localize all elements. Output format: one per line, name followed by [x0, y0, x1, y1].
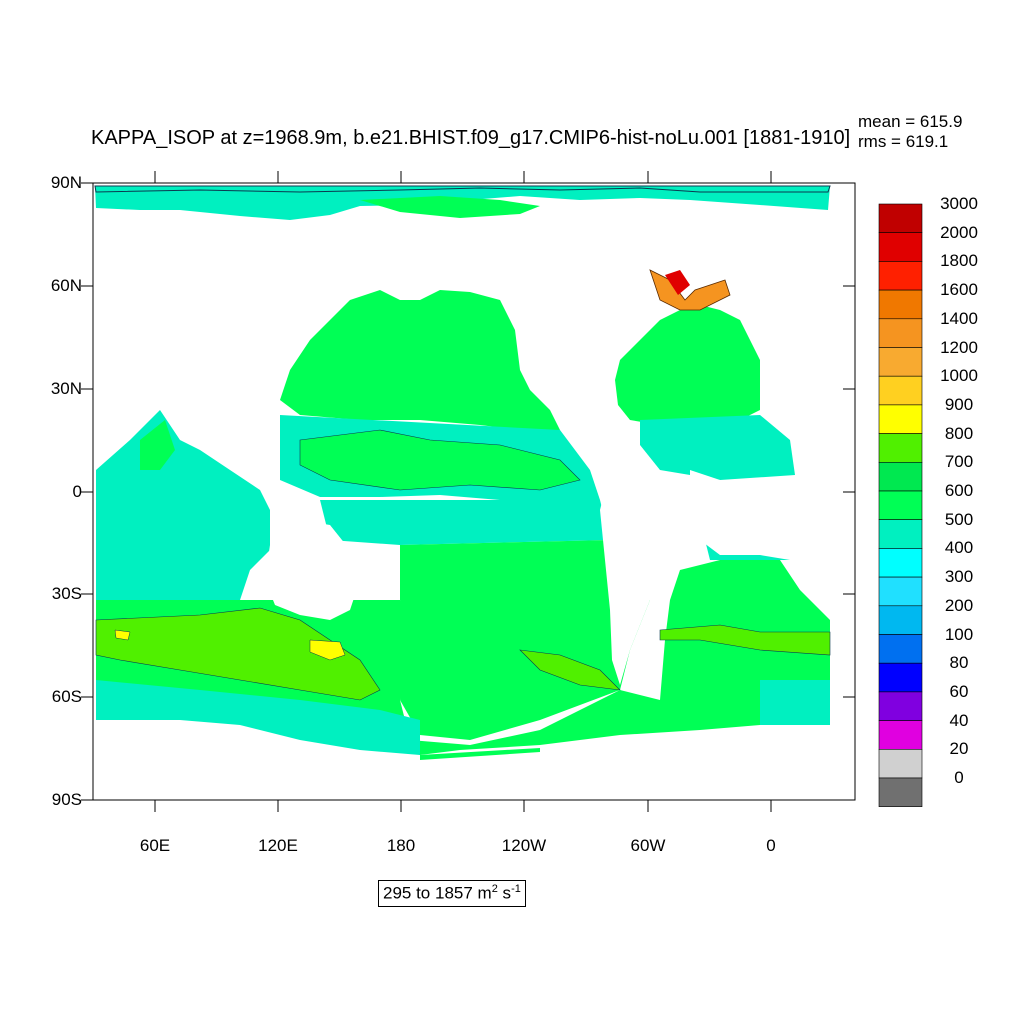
colorbar-box — [878, 634, 923, 664]
lat-label-0: 0 — [72, 482, 82, 501]
colorbar-label: 80 — [949, 653, 969, 673]
colorbar-label: 1000 — [940, 366, 978, 386]
colorbar-label: 60 — [949, 681, 969, 701]
rms-stat: rms = 619.1 — [858, 132, 949, 151]
colorbar-box — [878, 232, 923, 262]
colorbar-box — [878, 748, 923, 779]
colorbar-box — [878, 691, 923, 721]
lon-label-120w: 120W — [501, 836, 547, 855]
lat-label-60s: 60S — [51, 687, 82, 706]
colorbar-label: 40 — [949, 710, 969, 730]
colorbar-label: 500 — [944, 509, 974, 529]
lon-label-0: 0 — [766, 836, 776, 855]
lat-label-90s: 90S — [51, 790, 82, 809]
colorbar-label: 800 — [944, 423, 974, 443]
mean-stat: mean = 615.9 — [858, 112, 963, 131]
lat-label-30s: 30S — [51, 584, 82, 603]
colorbar-label: 1200 — [940, 337, 978, 357]
colorbar-label: 900 — [944, 394, 974, 414]
colorbar-box — [878, 318, 923, 348]
colorbar-label: 400 — [944, 538, 974, 558]
colorbar-box — [878, 519, 923, 549]
colorbar-box — [878, 777, 923, 808]
colorbar-label: 0 — [954, 768, 964, 787]
colorbar — [878, 203, 923, 808]
colorbar-box — [878, 433, 923, 463]
lon-label-120e: 120E — [258, 836, 298, 855]
colorbar-label: 20 — [949, 739, 969, 759]
colorbar-box — [878, 605, 923, 635]
colorbar-box — [878, 375, 923, 406]
lon-label-60w: 60W — [630, 836, 666, 855]
lon-label-60e: 60E — [139, 836, 171, 855]
colorbar-label: 2000 — [940, 222, 978, 242]
colorbar-label: 300 — [944, 567, 974, 587]
colorbar-label: 200 — [944, 595, 974, 615]
lon-label-180: 180 — [386, 836, 416, 855]
colorbar-label: 1400 — [940, 308, 978, 328]
arctic-ocean — [95, 186, 830, 220]
north-atlantic — [615, 305, 760, 425]
lat-label-60n: 60N — [50, 276, 82, 295]
land-africa — [690, 470, 820, 560]
colorbar-box — [878, 662, 923, 693]
colorbar-box — [878, 203, 923, 234]
colorbar-box — [878, 461, 923, 492]
north-pacific — [280, 290, 560, 430]
colorbar-label: 3000 — [940, 194, 978, 213]
ocean-field — [94, 185, 831, 800]
colorbar-box — [878, 720, 923, 750]
colorbar-label: 700 — [944, 452, 974, 472]
colorbar-label: 600 — [944, 481, 974, 500]
colorbar-box — [878, 347, 923, 377]
land-south-america — [600, 470, 670, 685]
colorbar-box — [878, 404, 923, 434]
range-label: 295 to 1857 m2 s-1 — [378, 880, 526, 907]
plot-title: KAPPA_ISOP at z=1968.9m, b.e21.BHIST.f09… — [91, 127, 851, 149]
colorbar-label: 1800 — [940, 251, 978, 271]
south-pacific — [400, 540, 650, 740]
colorbar-box — [878, 261, 923, 291]
colorbar-box — [878, 576, 923, 607]
land-australia — [265, 520, 360, 620]
lat-label-90n: 90N — [50, 173, 82, 192]
colorbar-box — [878, 289, 923, 320]
indian-ocean — [96, 410, 270, 610]
colorbar-label: 100 — [944, 624, 974, 644]
colorbar-label: 1600 — [940, 280, 978, 300]
lat-label-30n: 30N — [50, 379, 82, 398]
colorbar-box — [878, 490, 923, 521]
colorbar-box — [878, 548, 923, 578]
tick-marks — [81, 171, 855, 812]
land-antarctica-edge — [96, 760, 830, 800]
